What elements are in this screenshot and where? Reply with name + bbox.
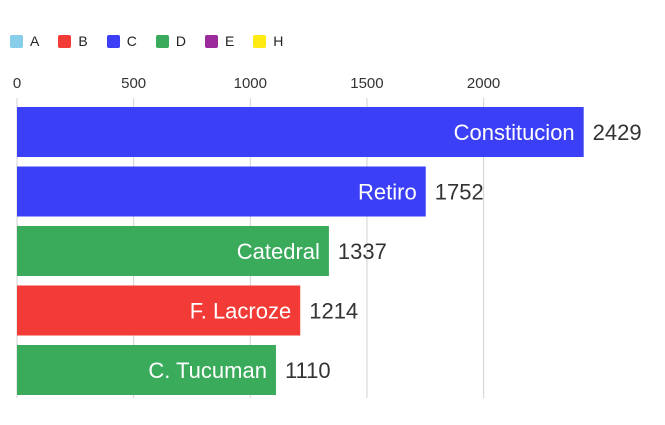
bar-label-c-tucuman: C. Tucuman	[148, 358, 267, 383]
value-label-f-lacroze: 1214	[309, 299, 358, 324]
legend-label-a: A	[30, 33, 40, 49]
legend-swatch-e	[204, 34, 218, 48]
value-label-constitucion: 2429	[593, 120, 642, 145]
legend-swatch-h	[253, 34, 267, 48]
legend-swatch-a	[10, 34, 23, 48]
legend-item-c[interactable]: C	[106, 33, 137, 49]
x-tick-label-1000: 1000	[234, 75, 267, 92]
bar-label-constitucion: Constitucion	[454, 120, 575, 145]
legend-label-c: C	[126, 33, 137, 49]
legend-item-e[interactable]: E	[204, 33, 235, 49]
legend-label-b: B	[78, 33, 88, 49]
x-tick-label-0: 0	[13, 75, 21, 92]
legend-label-d: D	[175, 33, 186, 49]
x-tick-label-2000: 2000	[467, 75, 500, 92]
bar-label-catedral: Catedral	[237, 239, 320, 264]
legend-swatch-d	[155, 34, 169, 48]
bar-label-retiro: Retiro	[358, 180, 417, 205]
legend-item-d[interactable]: D	[155, 33, 186, 49]
bar-constitucion	[17, 107, 584, 157]
bar-catedral	[17, 226, 329, 276]
value-label-catedral: 1337	[338, 239, 387, 264]
legend-item-a[interactable]: A	[10, 33, 39, 49]
legend-swatch-b	[58, 34, 72, 48]
x-tick-label-1500: 1500	[350, 75, 383, 92]
legend-item-b[interactable]: B	[58, 33, 88, 49]
bar-retiro	[17, 166, 426, 217]
legend-swatch-c	[106, 34, 120, 48]
value-label-retiro: 1752	[435, 180, 484, 205]
bar-c-tucuman	[17, 345, 276, 395]
legend-label-e: E	[224, 33, 235, 49]
bar-label-f-lacroze: F. Lacroze	[190, 299, 292, 324]
legend-label-h: H	[273, 33, 284, 49]
legend: A B C D E H	[10, 31, 302, 51]
value-label-c-tucuman: 1110	[285, 358, 331, 383]
legend-item-h[interactable]: H	[253, 33, 283, 49]
bar-f-lacroze	[17, 285, 301, 336]
x-tick-label-500: 500	[121, 75, 146, 92]
